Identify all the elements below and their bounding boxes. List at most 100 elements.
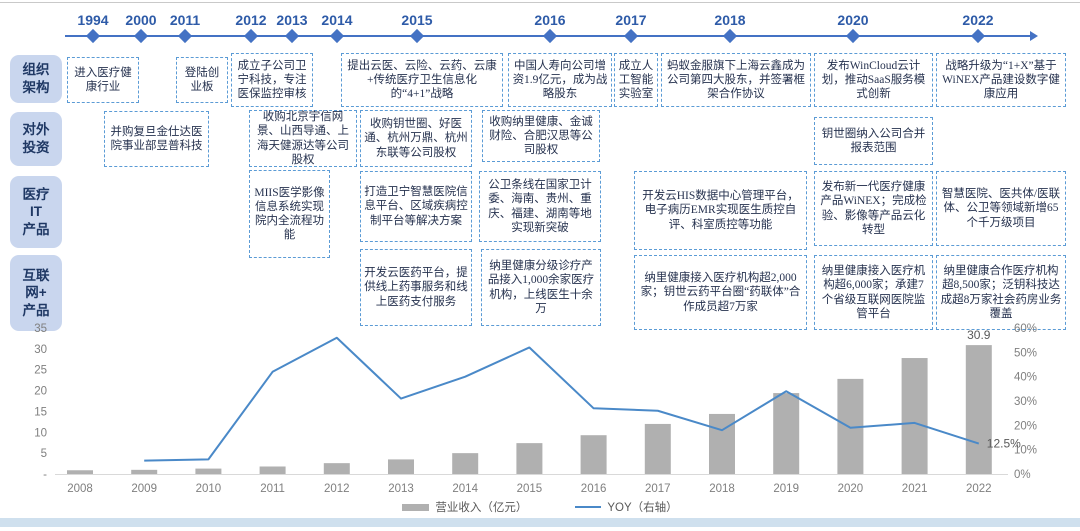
- row-label-1: 对外 投资: [10, 112, 62, 166]
- right-axis-tick: 0%: [1014, 469, 1031, 481]
- timeline-arrow-icon: [1030, 31, 1038, 41]
- event-box-19: 智慧医院、医共体/医联体、公卫等领域新增65个千万级项目: [936, 171, 1066, 246]
- x-axis-label-2018: 2018: [709, 483, 735, 495]
- left-axis-tick: 20: [34, 386, 47, 398]
- timeline-year-1994: 1994: [77, 12, 109, 28]
- bar-2017: [644, 423, 671, 474]
- bar-2016: [580, 435, 607, 474]
- timeline-marker-icon-2011: [177, 28, 193, 44]
- timeline-marker-icon-2000: [133, 28, 149, 44]
- event-box-24: 纳里健康合作医疗机构超8,500家；泛钥科技达成超8万家社会药房业务覆盖: [936, 255, 1066, 330]
- left-axis-tick: 5: [41, 448, 47, 460]
- event-box-17: 开发云HIS数据中心管理平台，电子病历EMR实现医生质控自评、科室质控等功能: [634, 171, 807, 250]
- event-box-1: 登陆创业板: [176, 57, 228, 103]
- timeline-marker-icon-2022: [970, 28, 986, 44]
- right-axis-tick: 50%: [1014, 347, 1037, 359]
- yoy-line: [144, 336, 980, 462]
- left-axis-tick: 25: [34, 365, 47, 377]
- row-label-0: 组织 架构: [10, 55, 62, 103]
- bar-2012: [323, 463, 350, 474]
- x-axis-label-2021: 2021: [902, 483, 928, 495]
- event-box-12: 收购纳里健康、金诚财险、合肥汉思等公司股权: [482, 110, 600, 162]
- timeline-year-2018: 2018: [714, 12, 746, 28]
- bar-2010: [195, 468, 222, 474]
- bar-swatch-icon: [402, 503, 430, 511]
- x-axis-label-2015: 2015: [517, 483, 543, 495]
- timeline-marker-icon-2017: [623, 28, 639, 44]
- bar-2021: [901, 358, 928, 474]
- left-axis-tick: -: [43, 469, 47, 481]
- x-axis-label-2019: 2019: [773, 483, 799, 495]
- timeline-year-2015: 2015: [401, 12, 433, 28]
- left-axis-tick: 10: [34, 427, 47, 439]
- timeline-year-2017: 2017: [615, 12, 647, 28]
- bar-2013: [388, 459, 414, 474]
- left-axis-tick: 15: [34, 406, 47, 418]
- right-axis-tick: 10%: [1014, 445, 1037, 457]
- timeline-year-2013: 2013: [276, 12, 308, 28]
- x-axis-label-2013: 2013: [388, 483, 414, 495]
- bar-2018: [709, 413, 735, 474]
- cropped-bottom-table-edge: [0, 518, 1080, 527]
- event-box-8: 战略升级为“1+X”基于WiNEX产品建设数字健康应用: [936, 53, 1066, 107]
- x-axis-label-2022: 2022: [966, 483, 992, 495]
- bar-2015: [516, 443, 543, 474]
- timeline-year-2014: 2014: [321, 12, 353, 28]
- bar-2014: [452, 453, 479, 474]
- event-box-14: MIIS医学影像信息系统实现院内全流程功能: [249, 170, 330, 258]
- line-swatch-icon: [575, 505, 602, 509]
- event-box-3: 提出云医、云险、云药、云康+传统医疗卫生信息化的“4+1”战略: [341, 53, 503, 107]
- x-axis-label-2016: 2016: [581, 483, 607, 495]
- x-axis-label-2020: 2020: [838, 483, 864, 495]
- timeline-year-2022: 2022: [962, 12, 994, 28]
- event-box-4: 中国人寿向公司增资1.9亿元，成为战略股东: [508, 53, 612, 107]
- x-axis-label-2010: 2010: [196, 483, 222, 495]
- event-box-13: 钥世圈纳入公司合并报表范围: [814, 117, 933, 165]
- bar-value-label: 30.9: [967, 328, 991, 342]
- legend-item-revenue: 营业收入（亿元）: [402, 499, 527, 515]
- timeline-year-2016: 2016: [534, 12, 566, 28]
- event-box-9: 并购复旦金仕达医院事业部昱普科技: [104, 111, 209, 167]
- x-axis-label-2014: 2014: [452, 483, 478, 495]
- right-axis-tick: 40%: [1014, 372, 1037, 384]
- cropped-top-border: [0, 2, 1080, 3]
- right-axis-tick: 20%: [1014, 420, 1037, 432]
- event-box-11: 收购钥世圈、好医通、杭州万鼎、杭州东联等公司股权: [360, 110, 472, 167]
- bar-2022: [965, 345, 992, 474]
- bar-2009: [131, 469, 158, 474]
- event-box-21: 纳里健康分级诊疗产品接入1,000余家医疗机构，上线医生十余万: [481, 249, 601, 326]
- x-axis-label-2011: 2011: [260, 483, 285, 495]
- chart-legend: 营业收入（亿元） YOY（右轴）: [0, 499, 1080, 515]
- timeline-year-2011: 2011: [169, 12, 201, 28]
- legend-revenue-label: 营业收入（亿元）: [435, 502, 528, 514]
- timeline-marker-icon-2020: [845, 28, 861, 44]
- event-box-18: 发布新一代医疗健康产品WiNEX；完成检验、影像等产品云化转型: [814, 171, 933, 246]
- x-axis-label-2009: 2009: [131, 483, 157, 495]
- x-axis-label-2017: 2017: [645, 483, 671, 495]
- timeline-marker-icon-2018: [722, 28, 738, 44]
- legend-item-yoy: YOY（右轴）: [575, 499, 678, 515]
- timeline-marker-icon-1994: [85, 28, 101, 44]
- line-value-label: 12.5%: [987, 437, 1021, 451]
- row-label-3: 互联 网+ 产品: [10, 255, 62, 331]
- timeline-marker-icon-2012: [243, 28, 259, 44]
- left-axis-tick: 30: [34, 344, 47, 356]
- legend-yoy-label: YOY（右轴）: [607, 502, 678, 514]
- right-axis-tick: 60%: [1014, 323, 1037, 335]
- timeline-year-2020: 2020: [837, 12, 869, 28]
- bar-2019: [773, 393, 800, 474]
- row-label-2: 医疗 IT 产品: [10, 176, 62, 248]
- timeline-marker-icon-2014: [329, 28, 345, 44]
- event-box-7: 发布WinCloud云计划，推动SaaS服务模式创新: [814, 53, 933, 107]
- event-box-22: 纳里健康接入医疗机构超2,000家；钥世云药平台圈“药联体”合作成员超7万家: [634, 255, 807, 330]
- event-box-16: 公卫条线在国家卫计委、海南、贵州、重庆、福建、湖南等地实现新突破: [479, 171, 601, 242]
- timeline-marker-icon-2015: [409, 28, 425, 44]
- event-box-15: 打造卫宁智慧医院信息平台、区域疾病控制平台等解决方案: [360, 171, 472, 242]
- timeline-year-2012: 2012: [235, 12, 267, 28]
- bar-2008: [67, 470, 93, 474]
- event-box-2: 成立子公司卫宁科技，专注医保监控审核: [231, 53, 313, 107]
- event-box-0: 进入医疗健康行业: [67, 57, 139, 103]
- event-box-10: 收购北京宇信网景、山西导通、上海天健源达等公司股权: [249, 110, 357, 167]
